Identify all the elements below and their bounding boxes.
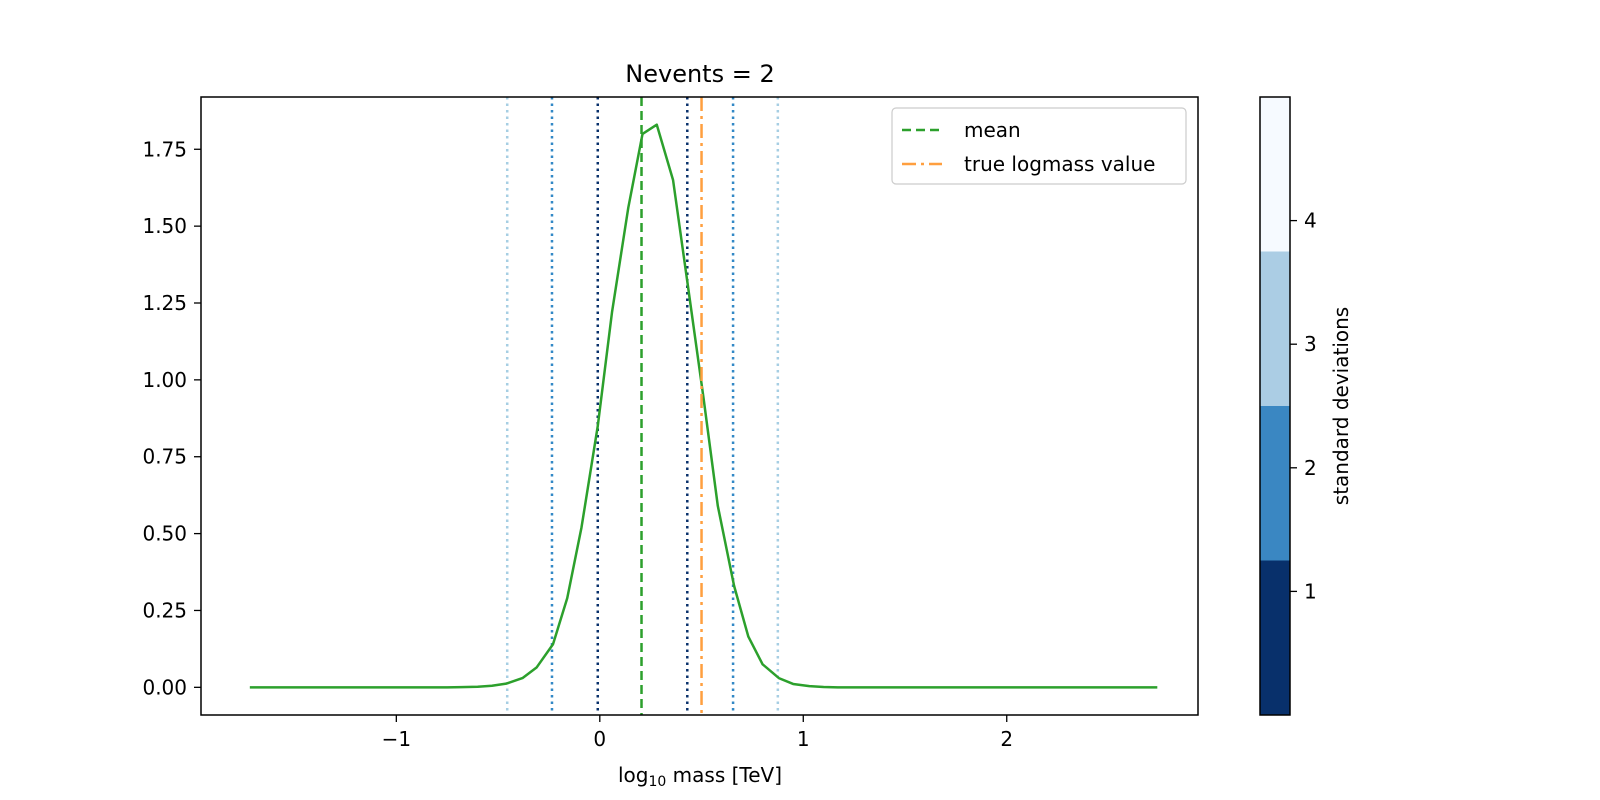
series-line-0 (249, 123, 1158, 689)
colorbar-tick-label: 3 (1304, 332, 1317, 356)
y-tick-label: 0.75 (142, 445, 187, 469)
x-tick-label: 2 (1000, 727, 1013, 751)
x-tick-label: 0 (593, 727, 606, 751)
colorbar: 1 2 3 4 (1259, 96, 1317, 716)
x-axis: −1 0 1 2 (382, 715, 1013, 751)
legend-entry-label: true logmass value (964, 152, 1155, 176)
y-tick-label: 0.00 (142, 675, 187, 699)
colorbar-band (1260, 560, 1290, 715)
sigma-lines (505, 97, 780, 715)
x-axis-label-base: log (618, 763, 649, 787)
x-tick-label: 1 (797, 727, 810, 751)
chart-title: Nevents = 2 (625, 60, 774, 88)
y-tick-label: 1.25 (142, 291, 187, 315)
legend-entry-label: mean (964, 118, 1021, 142)
y-axis: 0.00 0.25 0.50 0.75 1.00 1.25 1.50 1.75 (142, 137, 201, 699)
y-tick-label: 0.25 (142, 598, 187, 622)
colorbar-frame (1259, 96, 1291, 716)
y-tick-label: 0.50 (142, 522, 187, 546)
x-axis-label-subscript: 10 (648, 774, 666, 790)
colorbar-band (1260, 251, 1290, 406)
x-axis-label: log10 mass [TeV] (618, 763, 782, 790)
colorbar-band (1260, 97, 1290, 252)
y-tick-label: 1.75 (142, 137, 187, 161)
legend: mean true logmass value (891, 107, 1187, 185)
legend-box (891, 107, 1187, 185)
x-axis-label-rest: mass [TeV] (666, 763, 782, 787)
plot-frame (200, 96, 1199, 716)
marker-lines (640, 97, 703, 715)
colorbar-band (1260, 406, 1290, 561)
colorbar-tick-label: 1 (1304, 579, 1317, 603)
y-tick-label: 1.00 (142, 368, 187, 392)
colorbar-label: standard deviations (1329, 307, 1353, 505)
y-tick-label: 1.50 (142, 214, 187, 238)
series-lines (249, 123, 1158, 689)
colorbar-tick-label: 2 (1304, 456, 1317, 480)
x-tick-label: −1 (382, 727, 411, 751)
colorbar-tick-label: 4 (1304, 209, 1317, 233)
